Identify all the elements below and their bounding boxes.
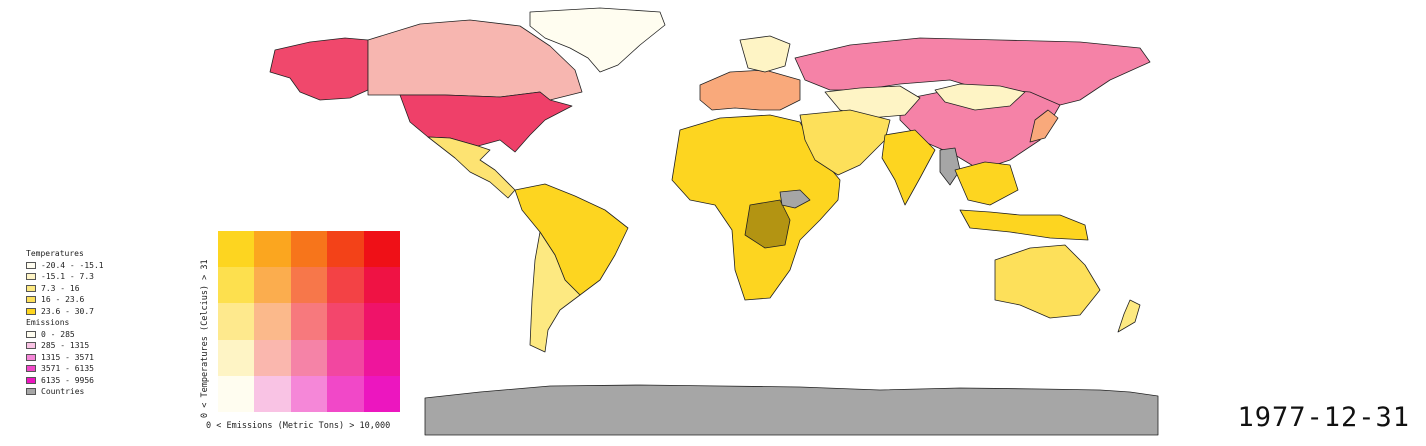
legend-emission-item: 1315 - 3571 bbox=[26, 352, 104, 364]
legend-temperature-item: -15.1 - 7.3 bbox=[26, 271, 104, 283]
country-united-states bbox=[399, 91, 573, 153]
country-south-america bbox=[514, 183, 629, 296]
legend-swatch bbox=[26, 353, 36, 361]
legend-label: 6135 - 9956 bbox=[41, 375, 94, 385]
grid-cell bbox=[363, 375, 400, 412]
legend-swatch bbox=[26, 307, 36, 315]
grid-cell bbox=[327, 267, 364, 304]
country-greenland bbox=[529, 7, 666, 73]
grid-cell bbox=[218, 339, 255, 376]
legend-label: -20.4 - -15.1 bbox=[41, 260, 104, 270]
grid-cell bbox=[327, 303, 364, 340]
legend-label: 1315 - 3571 bbox=[41, 352, 94, 362]
legend-temperatures-title: Temperatures bbox=[26, 249, 84, 258]
legend-temperature-item: 23.6 - 30.7 bbox=[26, 306, 104, 318]
legend-swatch bbox=[26, 330, 36, 338]
legend-label: 7.3 - 16 bbox=[41, 283, 80, 293]
grid-cell bbox=[327, 339, 364, 376]
grid-cell bbox=[290, 339, 328, 376]
country-scandinavia bbox=[739, 35, 791, 73]
grid-cell bbox=[254, 303, 291, 340]
legend-emissions-title: Emissions bbox=[26, 318, 70, 327]
grid-cell bbox=[254, 339, 291, 376]
country-india bbox=[881, 129, 936, 206]
legend-swatch bbox=[26, 284, 36, 292]
legend-swatch bbox=[26, 273, 36, 281]
country-middle-east bbox=[799, 109, 891, 176]
map-legend: Temperatures -20.4 - -15.1 -15.1 - 7.3 7… bbox=[26, 248, 104, 398]
country-mexico-central-america bbox=[427, 136, 516, 199]
legend-emission-item: 3571 - 6135 bbox=[26, 363, 104, 375]
grid-cell bbox=[218, 303, 255, 340]
legend-label: 16 - 23.6 bbox=[41, 295, 85, 305]
grid-cell bbox=[290, 303, 328, 340]
country-new-zealand bbox=[1117, 299, 1141, 333]
country-chile-argentina bbox=[529, 231, 581, 353]
legend-label: 0 - 285 bbox=[41, 329, 75, 339]
legend-label: 3571 - 6135 bbox=[41, 364, 94, 374]
legend-temperature-item: -20.4 - -15.1 bbox=[26, 260, 104, 272]
legend-label: 285 - 1315 bbox=[41, 341, 90, 351]
grid-cell bbox=[363, 339, 400, 376]
grid-cell bbox=[218, 267, 255, 304]
bivariate-color-grid bbox=[218, 231, 400, 412]
legend-swatch bbox=[26, 365, 36, 373]
legend-swatch bbox=[26, 296, 36, 304]
legend-emission-item: 285 - 1315 bbox=[26, 340, 104, 352]
grid-y-axis-label: 0 < Temperatures (Celcius) > 31 bbox=[200, 259, 210, 418]
grid-cell bbox=[290, 375, 328, 412]
country-indonesia bbox=[959, 209, 1089, 241]
country-antarctica bbox=[424, 384, 1159, 436]
grid-cell bbox=[327, 375, 364, 412]
grid-cell bbox=[290, 231, 328, 268]
country-japan bbox=[1029, 109, 1059, 143]
country-mongolia bbox=[934, 83, 1026, 111]
grid-cell bbox=[327, 231, 364, 268]
grid-cell bbox=[363, 231, 400, 268]
country-myanmar bbox=[939, 147, 961, 186]
grid-cell bbox=[218, 375, 255, 412]
legend-emission-item: 0 - 285 bbox=[26, 329, 104, 341]
grid-cell bbox=[363, 303, 400, 340]
country-south-sudan bbox=[779, 189, 811, 209]
date-label: 1977-12-31 bbox=[1237, 402, 1410, 433]
country-dr-congo bbox=[744, 199, 791, 249]
legend-label: -15.1 - 7.3 bbox=[41, 272, 94, 282]
grid-cell bbox=[218, 231, 255, 268]
country-europe bbox=[699, 69, 801, 111]
legend-swatch bbox=[26, 261, 36, 269]
grid-cell bbox=[254, 375, 291, 412]
legend-temperature-item: 7.3 - 16 bbox=[26, 283, 104, 295]
legend-swatch bbox=[26, 342, 36, 350]
country-southeast-asia bbox=[954, 161, 1019, 206]
legend-label: Countries bbox=[41, 387, 85, 397]
legend-swatch bbox=[26, 376, 36, 384]
country-australia bbox=[994, 244, 1101, 319]
grid-x-axis-label: 0 < Emissions (Metric Tons) > 10,000 bbox=[206, 421, 391, 431]
grid-cell bbox=[363, 267, 400, 304]
grid-cell bbox=[254, 231, 291, 268]
legend-temperature-item: 16 - 23.6 bbox=[26, 294, 104, 306]
country-alaska bbox=[269, 37, 369, 101]
legend-label: 23.6 - 30.7 bbox=[41, 306, 94, 316]
grid-cell bbox=[290, 267, 328, 304]
legend-countries-item: Countries bbox=[26, 386, 104, 398]
legend-swatch bbox=[26, 388, 36, 396]
grid-cell bbox=[254, 267, 291, 304]
legend-emission-item: 6135 - 9956 bbox=[26, 375, 104, 387]
